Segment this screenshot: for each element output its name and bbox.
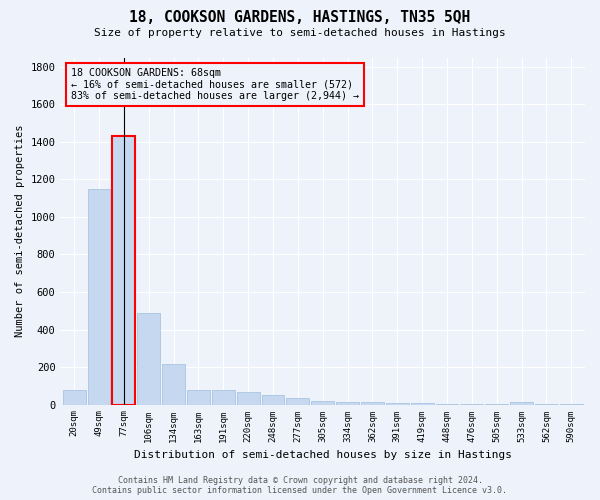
Bar — [386, 402, 409, 404]
Bar — [262, 395, 284, 404]
Text: Contains HM Land Registry data © Crown copyright and database right 2024.
Contai: Contains HM Land Registry data © Crown c… — [92, 476, 508, 495]
X-axis label: Distribution of semi-detached houses by size in Hastings: Distribution of semi-detached houses by … — [134, 450, 512, 460]
Bar — [62, 390, 86, 404]
Bar — [286, 398, 309, 404]
Text: 18, COOKSON GARDENS, HASTINGS, TN35 5QH: 18, COOKSON GARDENS, HASTINGS, TN35 5QH — [130, 10, 470, 25]
Bar — [311, 401, 334, 404]
Bar — [236, 392, 260, 404]
Bar — [187, 390, 210, 404]
Bar — [88, 189, 110, 404]
Y-axis label: Number of semi-detached properties: Number of semi-detached properties — [15, 125, 25, 338]
Text: Size of property relative to semi-detached houses in Hastings: Size of property relative to semi-detach… — [94, 28, 506, 38]
Bar — [510, 402, 533, 404]
Bar — [361, 402, 384, 404]
Bar — [137, 312, 160, 404]
Bar — [112, 136, 135, 404]
Bar — [212, 390, 235, 404]
Bar — [411, 403, 434, 404]
Bar — [336, 402, 359, 404]
Text: 18 COOKSON GARDENS: 68sqm
← 16% of semi-detached houses are smaller (572)
83% of: 18 COOKSON GARDENS: 68sqm ← 16% of semi-… — [71, 68, 359, 101]
Bar — [162, 364, 185, 405]
